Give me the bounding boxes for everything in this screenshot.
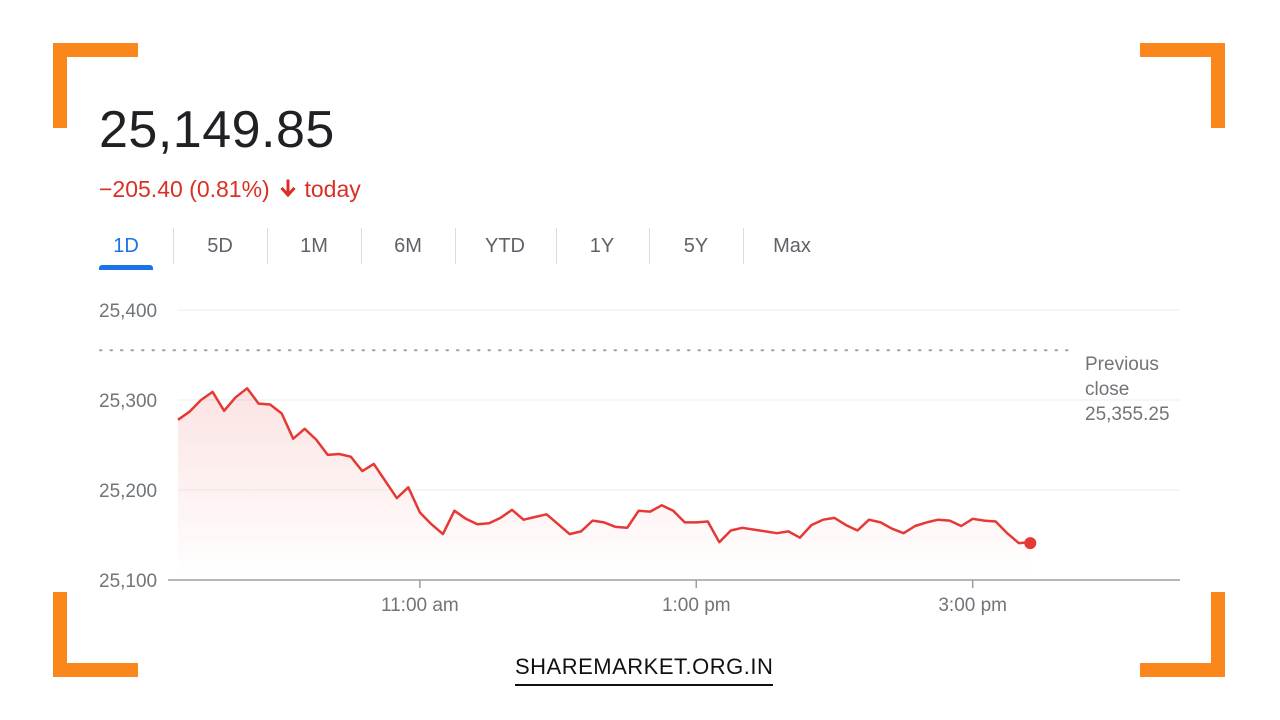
- previous-close-label-line: Previous: [1085, 354, 1159, 375]
- active-tab-indicator: [99, 265, 153, 270]
- previous-close-label-line: close: [1085, 379, 1129, 400]
- arrow-down-icon: [280, 179, 296, 198]
- previous-close-label: Previous close 25,355.25: [1085, 354, 1170, 425]
- tab-divider: [649, 228, 650, 264]
- frame-corner-top-right: [1140, 43, 1225, 128]
- tab-max[interactable]: Max: [773, 235, 811, 257]
- tab-1y[interactable]: 1Y: [589, 235, 615, 257]
- price-change: −205.40 (0.81%) today: [99, 175, 361, 203]
- y-tick-label: 25,400: [99, 301, 157, 322]
- y-tick-label: 25,200: [99, 481, 157, 502]
- x-tick-label: 3:00 pm: [938, 595, 1007, 616]
- tab-5d[interactable]: 5D: [207, 235, 233, 257]
- price-line: [177, 387, 1031, 545]
- tab-5y[interactable]: 5Y: [683, 235, 709, 257]
- y-tick-label: 25,100: [99, 571, 157, 592]
- tab-divider: [743, 228, 744, 264]
- frame-corner-top-left: [53, 43, 138, 128]
- x-tick-label: 1:00 pm: [662, 595, 731, 616]
- previous-close-label-line: 25,355.25: [1085, 404, 1170, 425]
- range-tabs: 1D 5D 1M 6M YTD 1Y 5Y Max: [99, 225, 839, 271]
- site-brand: SHAREMARKET.ORG.IN: [515, 654, 774, 686]
- tab-ytd[interactable]: YTD: [485, 235, 525, 257]
- tab-divider: [455, 228, 456, 264]
- tab-divider: [173, 228, 174, 264]
- last-price-dot: [1024, 537, 1037, 550]
- price-area: [178, 388, 1031, 580]
- tab-1d[interactable]: 1D: [113, 235, 139, 257]
- tab-divider: [267, 228, 268, 264]
- price-change-period: today: [304, 176, 361, 202]
- current-price: 25,149.85: [99, 101, 335, 159]
- tab-divider: [556, 228, 557, 264]
- tab-6m[interactable]: 6M: [394, 235, 422, 257]
- frame-corner-bottom-right: [1140, 592, 1225, 677]
- tab-1m[interactable]: 1M: [300, 235, 328, 257]
- price-change-value: −205.40 (0.81%): [99, 176, 270, 202]
- tab-divider: [361, 228, 362, 264]
- frame-corner-bottom-left: [53, 592, 138, 677]
- y-tick-label: 25,300: [99, 391, 157, 412]
- x-tick-label: 11:00 am: [381, 595, 459, 616]
